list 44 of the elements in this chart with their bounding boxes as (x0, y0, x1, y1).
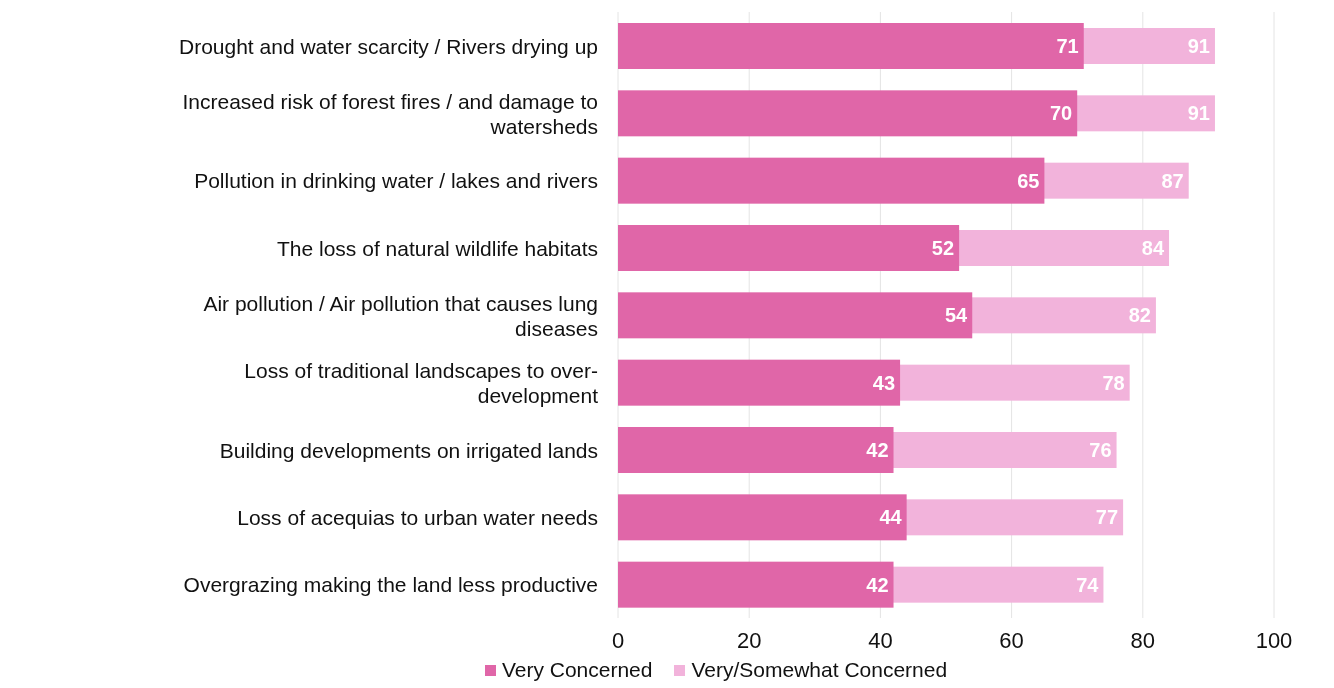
y-tick-label: Building developments on irrigated lands (219, 438, 598, 462)
data-label: 42 (866, 439, 889, 462)
data-label: 77 (1095, 506, 1119, 529)
bar (618, 359, 901, 406)
data-label: 78 (1102, 371, 1125, 394)
x-tick-label: 0 (611, 627, 625, 653)
data-label: 84 (1141, 237, 1165, 260)
x-tick-label: 80 (1130, 627, 1156, 653)
data-label: 87 (1161, 169, 1184, 192)
data-label: 43 (872, 371, 896, 394)
data-label: 74 (1076, 573, 1100, 596)
x-tick-label: 60 (999, 627, 1024, 653)
x-tick-label: 20 (736, 627, 762, 653)
data-label: 76 (1089, 439, 1112, 462)
data-label: 91 (1187, 102, 1210, 125)
y-tick-label: Loss of acequias to urban water needs (237, 505, 598, 529)
bar (618, 561, 894, 608)
x-tick-label: 40 (868, 627, 893, 653)
y-tick-label: Overgrazing making the land less productive (183, 572, 598, 596)
bar (618, 427, 894, 473)
data-label: 82 (1128, 304, 1151, 327)
y-tick-label: Increased risk of forest fires / and damage to watersheds (182, 89, 598, 137)
bar (618, 90, 1078, 137)
bar (618, 494, 907, 541)
bar (618, 225, 960, 271)
data-label: 54 (944, 304, 969, 327)
y-tick-label: The loss of natural wildlife habitats (277, 236, 598, 260)
y-tick-label: Drought and water scarcity / Rivers drying up (178, 34, 598, 58)
legend-label: Very Concerned (500, 658, 653, 682)
y-tick-label: Air pollution / Air pollution that causes lung diseases (203, 291, 598, 339)
y-tick-label: Loss of traditional landscapes to over-development (244, 358, 599, 407)
data-label: 52 (931, 237, 955, 260)
x-tick-label: 100 (1255, 627, 1293, 653)
data-label: 44 (879, 506, 903, 529)
data-label: 42 (866, 573, 889, 596)
y-tick-label: Pollution in drinking water / lakes and rivers (194, 168, 598, 192)
data-label: 65 (1017, 169, 1040, 192)
data-label: 71 (1056, 35, 1079, 58)
data-label: 91 (1187, 35, 1210, 58)
bar (618, 157, 1045, 204)
bar (618, 292, 973, 339)
bar (618, 23, 1084, 69)
data-label: 70 (1049, 102, 1073, 125)
legend-label: Very/Somewhat Concerned (690, 658, 948, 682)
